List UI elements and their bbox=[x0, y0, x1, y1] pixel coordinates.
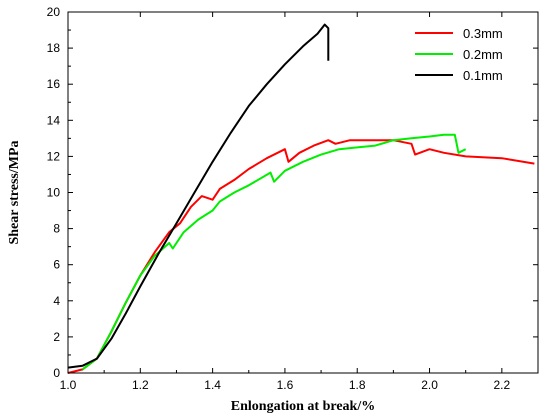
y-tick-label: 20 bbox=[47, 5, 61, 19]
x-tick-label: 1.8 bbox=[349, 378, 366, 392]
y-tick-label: 10 bbox=[47, 186, 61, 200]
y-tick-label: 16 bbox=[47, 77, 61, 91]
y-tick-label: 2 bbox=[53, 330, 60, 344]
legend-label: 0.2mm bbox=[463, 47, 503, 62]
y-tick-label: 18 bbox=[47, 41, 61, 55]
x-tick-label: 1.4 bbox=[204, 378, 221, 392]
x-tick-label: 2.0 bbox=[421, 378, 438, 392]
x-tick-label: 1.0 bbox=[60, 378, 77, 392]
legend-label: 0.3mm bbox=[463, 26, 503, 41]
legend: 0.3mm 0.2mm 0.1mm bbox=[415, 26, 503, 83]
x-axis-title: Enlongation at break/% bbox=[231, 399, 375, 414]
y-tick-label: 0 bbox=[53, 366, 60, 380]
y-axis-title: Shear stress/MPa bbox=[7, 140, 22, 244]
y-tick-label: 14 bbox=[47, 113, 61, 127]
y-tick-label: 12 bbox=[47, 149, 61, 163]
x-tick-label: 1.6 bbox=[277, 378, 294, 392]
legend-label: 0.1mm bbox=[463, 68, 503, 83]
plot-frame bbox=[67, 11, 539, 374]
x-tick-label: 1.2 bbox=[132, 378, 149, 392]
series-lines bbox=[67, 23, 535, 374]
series-line-03mm bbox=[67, 139, 535, 374]
y-tick-label: 6 bbox=[53, 258, 60, 272]
axis-ticks: 1.0 1.2 1.4 1.6 1.8 2.0 2.2 0 2 4 6 8 10 12 14 16 18 20 bbox=[47, 5, 538, 392]
y-tick-label: 4 bbox=[53, 294, 60, 308]
series-line-02mm bbox=[81, 133, 467, 371]
x-tick-label: 2.2 bbox=[494, 378, 511, 392]
y-tick-label: 8 bbox=[53, 222, 60, 236]
series-line-01mm bbox=[67, 23, 330, 369]
